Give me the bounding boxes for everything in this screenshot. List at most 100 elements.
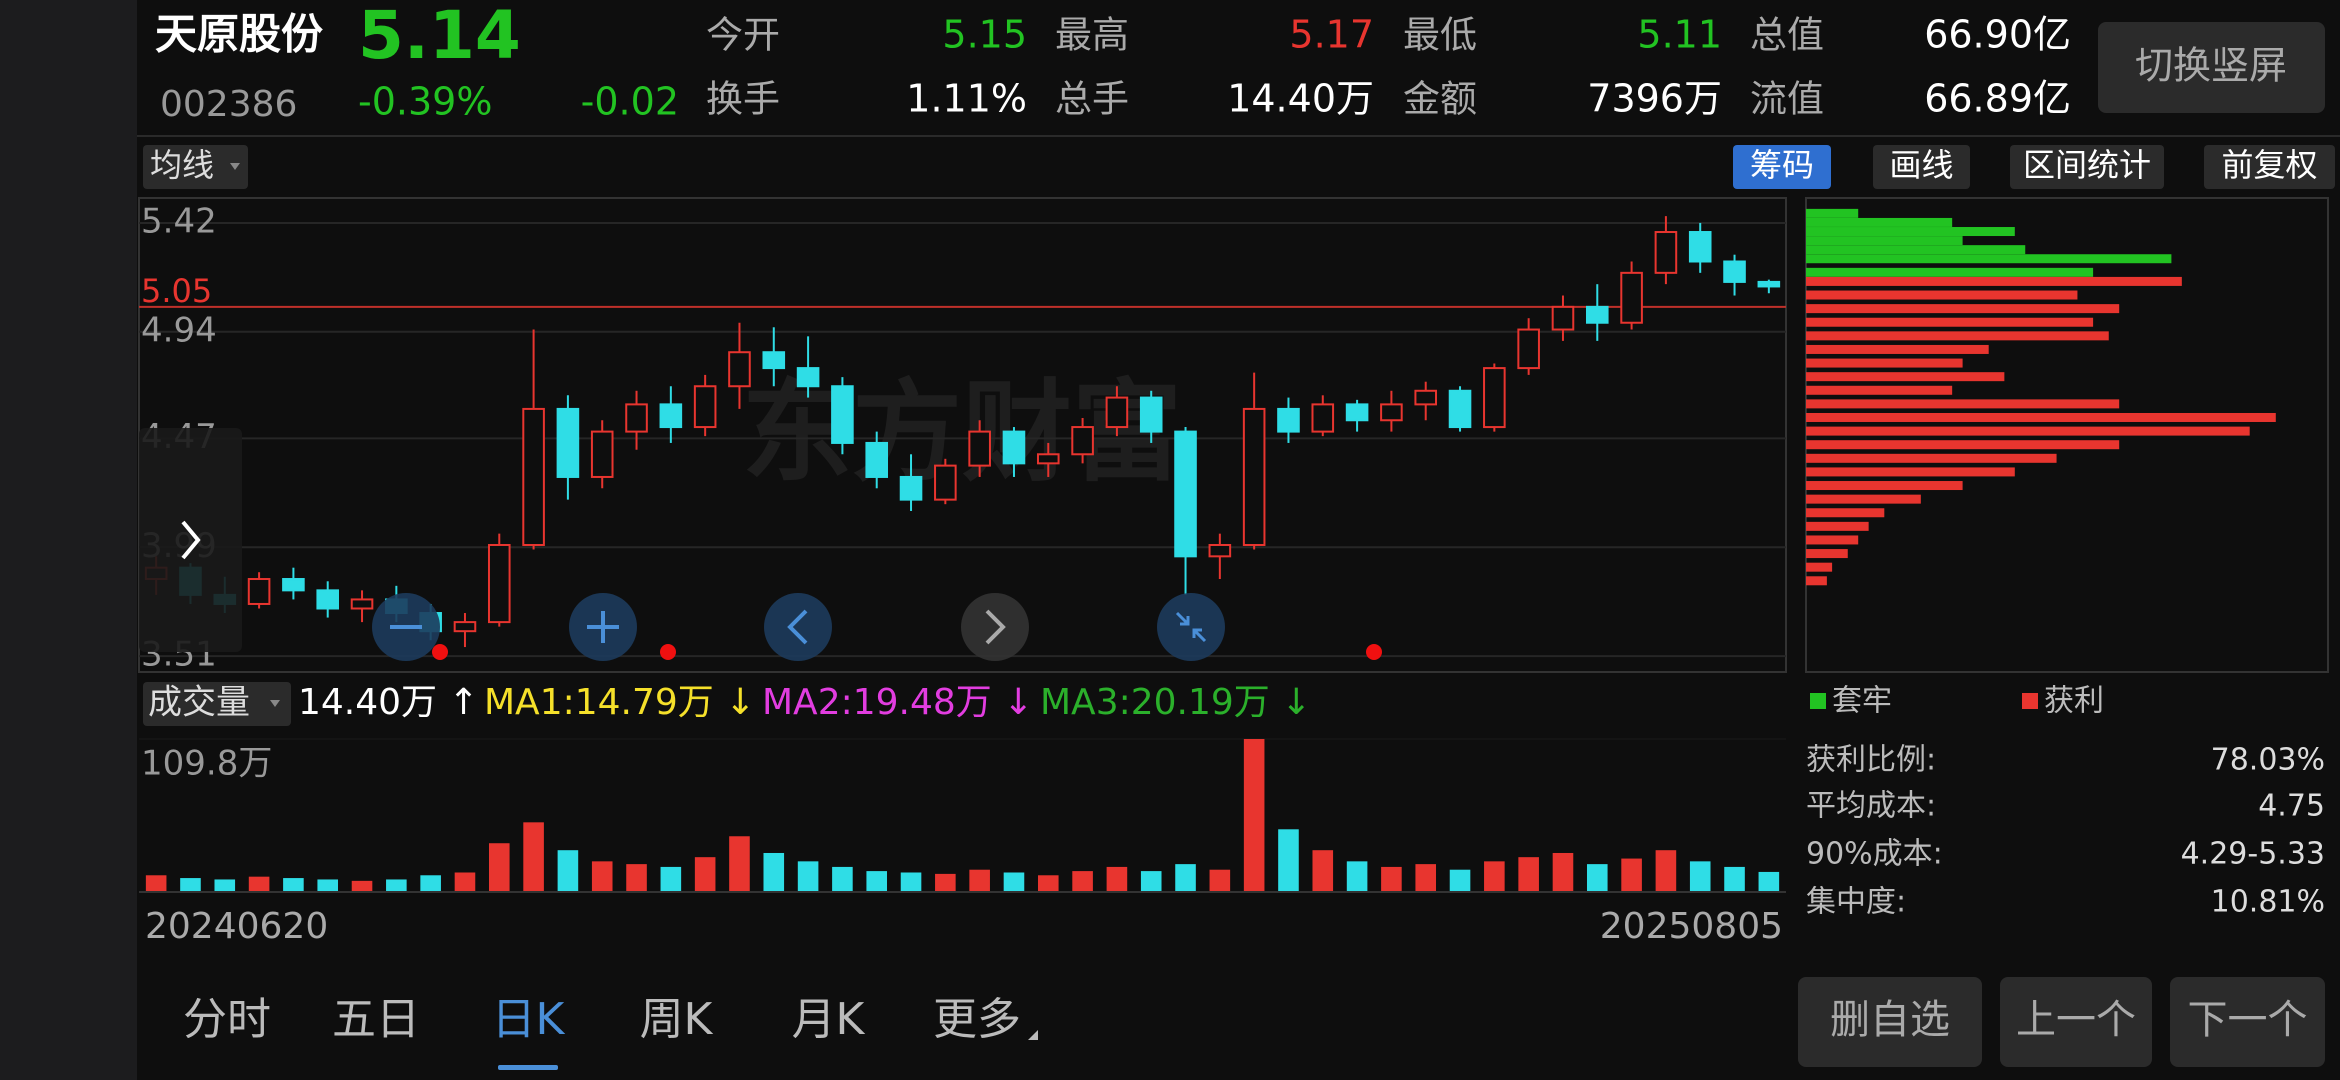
action-label: 删自选 (1830, 997, 1950, 1043)
volume-bar (1415, 864, 1437, 892)
change-pct: -0.39% (358, 80, 492, 124)
candle-body (1071, 426, 1094, 456)
chip-bar (1806, 227, 2015, 237)
volume-bar (832, 866, 853, 892)
chip-stat-value: 4.75 (2258, 789, 2325, 824)
chip-bar (1806, 372, 2005, 382)
volume-title: 成交量 (148, 683, 250, 723)
stock-name: 天原股份 (155, 10, 323, 59)
event-dot[interactable] (660, 644, 676, 660)
candle-body (1277, 407, 1300, 433)
volume-bar (866, 871, 888, 892)
candle-body (1448, 389, 1472, 429)
tab[interactable]: 日K (492, 994, 566, 1045)
volume-bar (1381, 866, 1402, 892)
tab[interactable]: 五日 (332, 994, 420, 1045)
reset[interactable] (1157, 593, 1225, 661)
candle-body (350, 598, 374, 610)
ma-label: 均线 (150, 146, 214, 184)
tool-button[interactable] (2010, 145, 2164, 189)
candle-body (1723, 260, 1746, 283)
event-dot[interactable] (432, 644, 448, 660)
volume-bar (591, 861, 613, 892)
candle-body (625, 403, 648, 433)
chip-bar (1806, 521, 1869, 531)
chip-bar (1806, 344, 1989, 354)
action-button[interactable] (2170, 977, 2325, 1067)
event-dot[interactable] (1366, 644, 1382, 660)
side-panel[interactable] (139, 428, 242, 652)
volume-bar (214, 879, 236, 892)
chip-bar (1806, 236, 1963, 246)
main-bg (137, 0, 2340, 1080)
stat-label: 换手 (706, 78, 780, 121)
tool-label: 前复权 (2221, 146, 2317, 184)
chip-bar (1806, 304, 2120, 314)
chip-stat-label: 平均成本: (1806, 789, 1936, 824)
switch-button[interactable] (2098, 22, 2325, 113)
volume-bar (763, 852, 785, 892)
tool-button[interactable] (1873, 145, 1970, 189)
y-tick-label: 109.8万 (141, 744, 272, 784)
x-label: 20240620 (145, 906, 328, 947)
expand-icon (181, 520, 201, 560)
volume-bar (1312, 850, 1334, 892)
more-icon (1028, 1030, 1038, 1040)
candle-body (316, 589, 340, 610)
tab[interactable]: 分时 (183, 994, 271, 1045)
candle-body (1688, 231, 1712, 263)
legend-label: 套牢 (1832, 684, 1892, 719)
chip-bar (1806, 276, 2182, 286)
candle-body (1345, 403, 1369, 422)
x-label: 20250805 (1600, 906, 1783, 947)
volume-bar (454, 872, 476, 892)
tool-button[interactable] (2204, 145, 2335, 189)
chip-stat-value: 10.81% (2211, 885, 2325, 920)
candle-body (1139, 396, 1163, 433)
icon (985, 609, 1006, 645)
tab[interactable]: 周K (640, 994, 714, 1045)
volume-bar (1484, 861, 1505, 892)
volume-bar (935, 873, 956, 892)
volume-bar (488, 843, 510, 892)
tool-button[interactable] (1733, 145, 1831, 189)
candle-body (282, 578, 305, 592)
candle-body (899, 475, 923, 501)
volume-button[interactable] (143, 682, 291, 726)
chip-bar (1806, 508, 1885, 518)
indicator: 14.40万 ↑ (298, 682, 479, 723)
candle-body (1105, 396, 1129, 429)
candle-body (1174, 430, 1197, 558)
volume-bar (557, 850, 579, 892)
action-button[interactable] (1798, 977, 1982, 1067)
volume-bar (1278, 829, 1299, 892)
candle-body (934, 464, 957, 501)
tab[interactable]: 更多 (933, 994, 1021, 1045)
volume-bar (1037, 875, 1059, 892)
action-label: 下一个 (2188, 997, 2308, 1043)
ma-button[interactable] (143, 145, 248, 189)
candle-body (1654, 231, 1678, 274)
tab[interactable]: 月K (792, 994, 866, 1045)
tool-label: 筹码 (1750, 146, 1814, 184)
candle-body (556, 407, 580, 478)
chip-bar (1806, 440, 2120, 450)
volume-bar (386, 879, 407, 892)
legend-swatch (2022, 693, 2038, 709)
move-right[interactable] (961, 593, 1029, 661)
chip-bar (1806, 399, 2120, 409)
candle-body (1311, 403, 1335, 433)
stat-label: 总值 (1750, 14, 1824, 57)
chip-bar (1806, 254, 2172, 264)
action-button[interactable] (2000, 977, 2152, 1067)
stat-value: 5.11 (1637, 13, 1722, 57)
candle-body (796, 367, 820, 388)
chip-stat-value: 4.29-5.33 (2181, 837, 2325, 872)
action-label: 上一个 (2016, 997, 2136, 1043)
indicator: MA3:20.19万 ↓ (1040, 682, 1311, 723)
volume-bar (1586, 864, 1608, 892)
change: -0.02 (581, 80, 679, 124)
move-left[interactable] (764, 593, 832, 661)
